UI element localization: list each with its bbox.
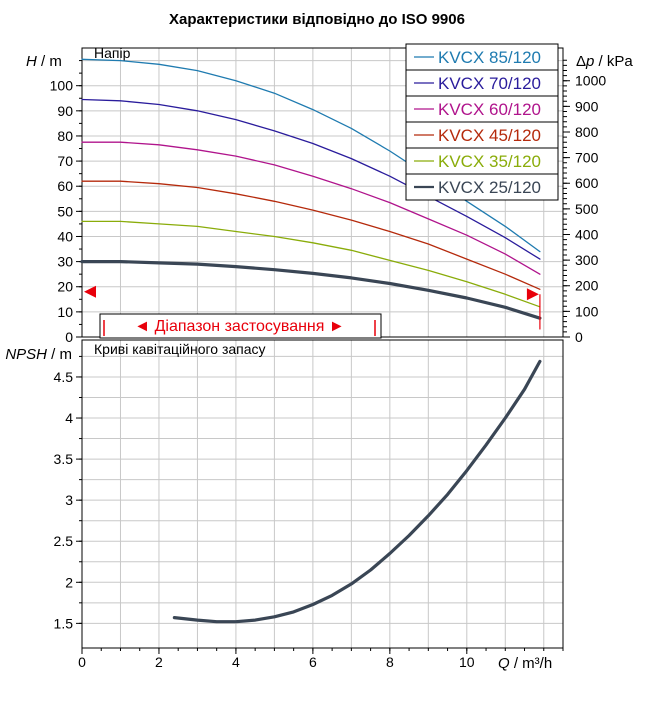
y2-tick-label: 300 <box>575 252 599 268</box>
y-tick-label: 3.5 <box>54 451 74 467</box>
y2-tick-label: 1000 <box>575 73 606 89</box>
y2-tick-label: 100 <box>575 303 599 319</box>
legend-label: KVCX 70/120 <box>438 74 541 93</box>
legend-label: KVCX 35/120 <box>438 152 541 171</box>
y2-tick-label: 400 <box>575 226 599 242</box>
y2-tick-label: 600 <box>575 175 599 191</box>
y-axis-label: NPSH / m <box>5 346 72 363</box>
y-tick-label: 2.5 <box>54 533 74 549</box>
legend-label: KVCX 85/120 <box>438 48 541 67</box>
head-curve-series-4 <box>81 180 541 290</box>
legend: KVCX 85/120 KVCX 70/120 KVCX 60/120 KVCX 45… <box>405 43 559 201</box>
y-tick-label: 2 <box>65 574 73 590</box>
x-tick-label: 10 <box>459 654 475 670</box>
range-label: ◄ Діапазон застосування ► <box>134 318 344 335</box>
npsh-curve-series-1 <box>172 359 542 624</box>
legend-label: KVCX 25/120 <box>438 178 541 197</box>
y-tick-label: 40 <box>57 228 73 244</box>
y-tick-label: 30 <box>57 254 73 270</box>
y-tick-label: 70 <box>57 153 73 169</box>
npsh-plot-frame <box>81 339 564 649</box>
y-tick-label: 80 <box>57 128 73 144</box>
legend-label: KVCX 60/120 <box>438 100 541 119</box>
chart-title: Характеристики відповідно до ISO 9906 <box>169 11 465 28</box>
application-range: ◄ Діапазон застосування ► <box>84 285 539 339</box>
y-tick-label: 50 <box>57 203 73 219</box>
panel-label: Криві кавітаційного запасу <box>94 341 266 357</box>
y2-tick-label: 800 <box>575 124 599 140</box>
y-tick-label: 1.5 <box>54 615 74 631</box>
y-tick-label: 10 <box>57 304 73 320</box>
y2-tick-label: 700 <box>575 150 599 166</box>
y2-axis-label: Δp / kPa <box>576 53 633 70</box>
y-tick-label: 4.5 <box>54 369 74 385</box>
head-curve-series-5 <box>81 220 541 308</box>
y-tick-label: 20 <box>57 279 73 295</box>
head-curve-series-2 <box>81 98 541 260</box>
head-curve-series-1 <box>81 58 541 253</box>
y2-tick-label: 900 <box>575 98 599 114</box>
y-tick-label: 90 <box>57 103 73 119</box>
x-tick-label: 4 <box>232 654 240 670</box>
panel-label: Напір <box>94 45 131 61</box>
range-start-marker <box>84 285 96 298</box>
y-axis-label: H / m <box>26 53 62 70</box>
x-axis-label: Q / m³/h <box>498 655 552 672</box>
y2-tick-label: 500 <box>575 201 599 217</box>
head-curve-series-6 <box>80 260 542 320</box>
y-tick-label: 0 <box>65 329 73 345</box>
range-end-marker <box>526 288 539 301</box>
legend-label: KVCX 45/120 <box>438 126 541 145</box>
y2-tick-label: 200 <box>575 278 599 294</box>
y2-tick-label: 0 <box>575 329 583 345</box>
x-tick-label: 8 <box>386 654 394 670</box>
npsh-curves-panel: 1.5 2 2.5 3 3.5 4 4.5 0 2 4 6 8 10 NPSH / m Q / m³/h Кр… <box>5 339 564 672</box>
x-tick-label: 0 <box>78 654 86 670</box>
head-curve-series-3 <box>81 141 541 275</box>
y-tick-label: 100 <box>50 78 74 94</box>
y-tick-label: 4 <box>65 410 73 426</box>
y-tick-label: 60 <box>57 178 73 194</box>
x-tick-label: 6 <box>309 654 317 670</box>
x-tick-label: 2 <box>155 654 163 670</box>
y-tick-label: 3 <box>65 492 73 508</box>
range-box <box>99 313 382 339</box>
